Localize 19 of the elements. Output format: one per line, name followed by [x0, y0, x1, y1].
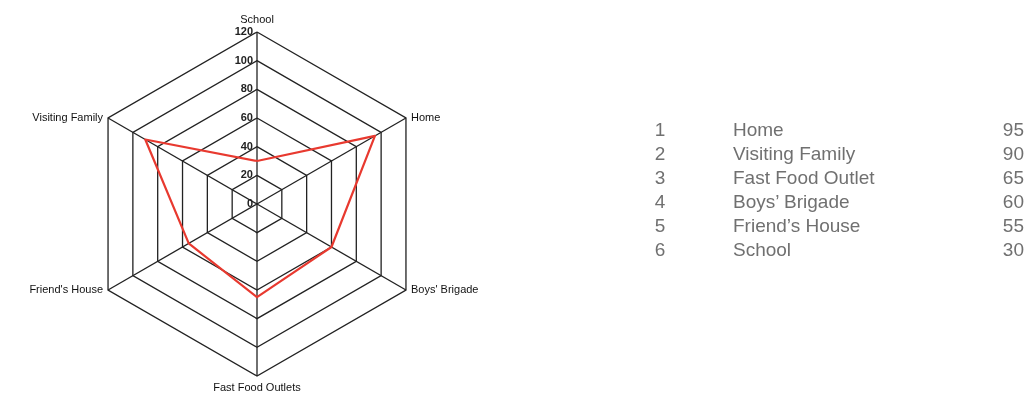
- text: 1 Home 95: [654, 119, 1024, 140]
- y-tick-label: 60: [240, 111, 253, 123]
- y-tick-label: 80: [240, 82, 253, 95]
- text: 4 Boys’ Brigade 60: [654, 191, 1024, 212]
- y-tick-label: 120: [234, 25, 253, 37]
- spoke-label: Friend's House: [29, 283, 104, 295]
- spoke-label: Fast Food Outlets: [213, 381, 302, 393]
- text: 2 Visiting Family 90: [654, 143, 1024, 164]
- text: 6 School 30: [654, 239, 1024, 260]
- y-tick-label: 0: [246, 197, 253, 209]
- y-tick-label: 100: [234, 53, 253, 66]
- text: 5 Friend’s House 55: [654, 215, 1024, 236]
- spoke-label: Visiting Family: [32, 111, 104, 123]
- y-tick-label: 40: [240, 139, 253, 152]
- text: 3 Fast Food Outlet 65: [654, 167, 1024, 188]
- spoke-label: Home: [410, 111, 441, 123]
- spoke-label: School: [240, 13, 274, 25]
- y-tick-label: 20: [240, 168, 253, 181]
- spoke-label: Boys' Brigade: [410, 283, 479, 295]
